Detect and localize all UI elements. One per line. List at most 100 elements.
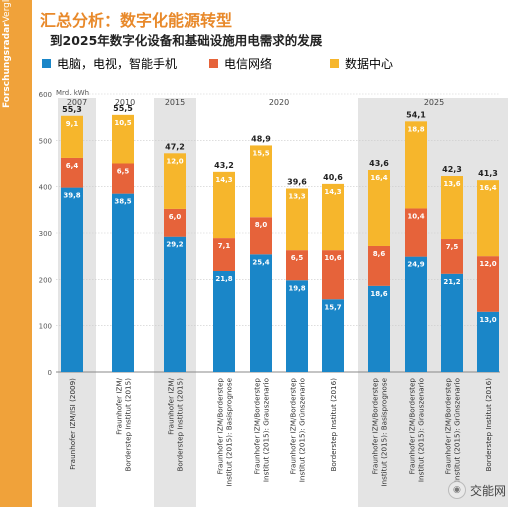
category-label-4-0: Fraunhofer IZM/Borderstep bbox=[253, 378, 262, 475]
group-label-2025: 2025 bbox=[424, 98, 444, 107]
legend-item-telecom: 电信网络 bbox=[209, 55, 272, 72]
total-label-2: 47,2 bbox=[165, 142, 185, 151]
bar-devices-7 bbox=[368, 285, 390, 372]
bar-devices-8 bbox=[405, 256, 427, 372]
value-label-datacenter-5: 13,3 bbox=[288, 193, 305, 201]
category-label-10-0: Borderstep Institut (2016) bbox=[484, 378, 493, 472]
bar-datacenter-1 bbox=[112, 114, 134, 164]
value-label-datacenter-10: 16,4 bbox=[479, 184, 496, 192]
category-label-6-0: Borderstep Institut (2016) bbox=[329, 378, 338, 472]
value-label-devices-9: 21,2 bbox=[443, 278, 460, 286]
bar-datacenter-8 bbox=[405, 121, 427, 209]
total-label-1: 55,5 bbox=[113, 104, 133, 113]
legend-label-telecom: 电信网络 bbox=[224, 57, 273, 71]
value-label-telecom-8: 10,4 bbox=[407, 212, 424, 220]
value-label-devices-3: 21,8 bbox=[215, 275, 232, 283]
value-label-datacenter-8: 18,8 bbox=[407, 125, 424, 133]
side-band bbox=[0, 0, 32, 507]
total-label-9: 42,3 bbox=[442, 165, 462, 174]
category-label-5-0: Fraunhofer IZM/Borderstep bbox=[289, 378, 298, 475]
value-label-datacenter-6: 14,3 bbox=[324, 188, 341, 196]
logo-text: 交能网 bbox=[469, 483, 506, 498]
bar-devices-2 bbox=[164, 236, 186, 372]
bar-telecom-0 bbox=[61, 157, 83, 188]
group-label-2015: 2015 bbox=[165, 98, 185, 107]
legend-swatch-datacenter bbox=[330, 59, 339, 68]
bar-telecom-8 bbox=[405, 208, 427, 257]
category-label-8-0: Fraunhofer IZM/Borderstep bbox=[408, 378, 417, 475]
unit-label: Mrd. kWh bbox=[56, 89, 89, 97]
y-tick-0: 0 bbox=[48, 369, 52, 377]
category-label-7-1: Institut (2015): Basisprognose bbox=[380, 377, 389, 486]
value-label-datacenter-2: 12,0 bbox=[166, 157, 183, 165]
total-label-8: 54,1 bbox=[406, 110, 426, 119]
category-label-7-0: Fraunhofer IZM/Borderstep bbox=[371, 378, 380, 475]
bar-devices-6 bbox=[322, 299, 344, 372]
total-label-5: 39,6 bbox=[287, 178, 307, 187]
y-tick-100: 100 bbox=[39, 323, 52, 331]
bar-datacenter-3 bbox=[213, 171, 235, 239]
value-label-datacenter-7: 16,4 bbox=[370, 174, 387, 182]
bar-telecom-6 bbox=[322, 250, 344, 300]
y-tick-500: 500 bbox=[39, 137, 52, 145]
y-tick-600: 600 bbox=[39, 91, 52, 99]
value-label-datacenter-9: 13,6 bbox=[443, 180, 460, 188]
bar-devices-0 bbox=[61, 187, 83, 372]
legend: 电脑，电视，智能手机 电信网络 数据中心 bbox=[38, 55, 520, 71]
group-label-2020: 2020 bbox=[269, 98, 289, 107]
category-label-1-0: Fraunhofer IZM/ bbox=[115, 377, 124, 434]
value-label-telecom-4: 8,0 bbox=[255, 221, 268, 229]
total-label-0: 55,3 bbox=[62, 105, 82, 114]
legend-item-datacenter: 数据中心 bbox=[330, 55, 393, 72]
group-label-2010: 2010 bbox=[115, 98, 135, 107]
value-label-datacenter-4: 15,5 bbox=[252, 149, 269, 157]
category-label-5-1: Institut (2015): Grünszenario bbox=[298, 378, 307, 482]
value-label-devices-8: 24,9 bbox=[407, 261, 424, 269]
bar-telecom-1 bbox=[112, 163, 134, 194]
total-label-4: 48,9 bbox=[251, 134, 271, 143]
legend-swatch-telecom bbox=[209, 59, 218, 68]
legend-swatch-devices bbox=[42, 59, 51, 68]
category-label-1-1: Borderstep Institut (2015) bbox=[124, 378, 133, 472]
bar-devices-3 bbox=[213, 270, 235, 372]
chart-subtitle: 到2025年数字化设备和基础设施用电需求的发展 bbox=[50, 33, 323, 48]
value-label-telecom-7: 8,6 bbox=[373, 250, 386, 258]
value-label-devices-1: 38,5 bbox=[114, 198, 131, 206]
bar-devices-5 bbox=[286, 280, 308, 372]
value-label-datacenter-0: 9,1 bbox=[66, 120, 79, 128]
y-tick-300: 300 bbox=[39, 230, 52, 238]
value-label-datacenter-1: 10,5 bbox=[114, 119, 131, 127]
bar-devices-10 bbox=[477, 311, 499, 372]
bar-datacenter-7 bbox=[368, 169, 390, 246]
category-label-0-0: Fraunhofer IZM/ISI (2009) bbox=[68, 378, 77, 470]
bar-telecom-3 bbox=[213, 238, 235, 271]
y-tick-200: 200 bbox=[39, 276, 52, 284]
bar-datacenter-10 bbox=[477, 180, 499, 257]
legend-label-datacenter: 数据中心 bbox=[345, 57, 394, 71]
value-label-telecom-10: 12,0 bbox=[479, 260, 496, 268]
category-label-3-0: Fraunhofer IZM/Borderstep bbox=[216, 378, 225, 475]
bar-telecom-2 bbox=[164, 208, 186, 237]
bar-datacenter-0 bbox=[61, 115, 83, 158]
bar-telecom-5 bbox=[286, 250, 308, 281]
category-label-3-1: Institut (2015): Basisprognose bbox=[225, 377, 234, 486]
value-label-devices-7: 18,6 bbox=[370, 290, 387, 298]
value-label-devices-6: 15,7 bbox=[324, 303, 341, 311]
bar-devices-4 bbox=[250, 254, 272, 372]
y-tick-400: 400 bbox=[39, 184, 52, 192]
bar-telecom-4 bbox=[250, 217, 272, 255]
wechat-icon: ◉ bbox=[447, 481, 466, 499]
value-label-devices-4: 25,4 bbox=[252, 258, 269, 266]
value-label-telecom-9: 7,5 bbox=[446, 243, 459, 251]
value-label-telecom-0: 6,4 bbox=[66, 162, 79, 170]
value-label-telecom-6: 10,6 bbox=[324, 254, 341, 262]
total-label-7: 43,6 bbox=[369, 159, 389, 168]
value-label-devices-5: 19,8 bbox=[288, 284, 305, 292]
value-label-telecom-3: 7,1 bbox=[218, 242, 231, 250]
category-label-9-1: Institut (2015): Grünszenario bbox=[453, 378, 462, 482]
chart-title: 汇总分析：数字化能源转型 bbox=[40, 11, 233, 30]
category-label-9-0: Fraunhofer IZM/Borderstep bbox=[444, 378, 453, 475]
total-label-3: 43,2 bbox=[214, 161, 234, 170]
bar-datacenter-5 bbox=[286, 188, 308, 251]
bar-telecom-10 bbox=[477, 256, 499, 312]
